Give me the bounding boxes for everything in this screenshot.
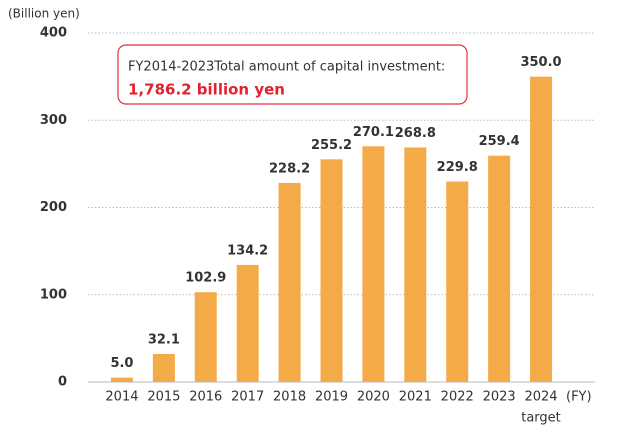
x-tick-label: 2018	[273, 390, 306, 405]
y-tick-label: 200	[40, 200, 67, 215]
x-tick-label: 2024	[524, 390, 557, 405]
bar	[236, 264, 259, 382]
y-tick-label: 100	[40, 287, 67, 302]
x-tick-label: 2017	[231, 390, 264, 405]
x-tick-label: 2014	[105, 390, 138, 405]
data-label: 229.8	[437, 160, 478, 175]
plot: 0 100 200 300 400 2014 5.0 2015 32.1 2016 102.9 201…	[40, 26, 595, 405]
bar	[446, 181, 469, 382]
x-tick-label: 2022	[441, 390, 474, 405]
bar	[320, 159, 343, 382]
bar	[404, 147, 427, 382]
data-label: 350.0	[520, 55, 561, 70]
bar	[152, 353, 175, 382]
data-label: 270.1	[353, 125, 394, 140]
x-tick-label: 2021	[399, 390, 432, 405]
data-label: 102.9	[185, 271, 226, 286]
data-label: 5.0	[110, 356, 133, 371]
annotation-box	[117, 44, 468, 105]
y-tick-label: 400	[40, 26, 67, 41]
data-label: 268.8	[395, 126, 436, 141]
y-tick-label: 300	[40, 113, 67, 128]
category-note: target	[521, 411, 561, 426]
x-tick-label: 2015	[147, 390, 180, 405]
bar	[530, 76, 553, 382]
data-label: 228.2	[269, 161, 310, 176]
bar	[278, 182, 301, 382]
bar	[488, 155, 511, 382]
data-label: 259.4	[479, 134, 520, 149]
x-axis-label: (FY)	[566, 390, 592, 405]
y-tick-label: 0	[58, 375, 67, 390]
bar	[362, 146, 385, 382]
annotation-value: 1,786.2 billion yen	[128, 81, 285, 99]
data-label: 255.2	[311, 138, 352, 153]
x-tick-label: 2019	[315, 390, 348, 405]
bar	[110, 377, 133, 382]
x-tick-label: 2023	[483, 390, 516, 405]
x-tick-label: 2016	[189, 390, 222, 405]
data-label: 32.1	[148, 332, 180, 347]
y-axis-label: (Billion yen)	[8, 7, 80, 21]
bar	[194, 292, 217, 382]
annotation-title: FY2014-2023Total amount of capital inves…	[128, 60, 445, 75]
data-label: 134.2	[227, 243, 268, 258]
x-tick-label: 2020	[357, 390, 390, 405]
